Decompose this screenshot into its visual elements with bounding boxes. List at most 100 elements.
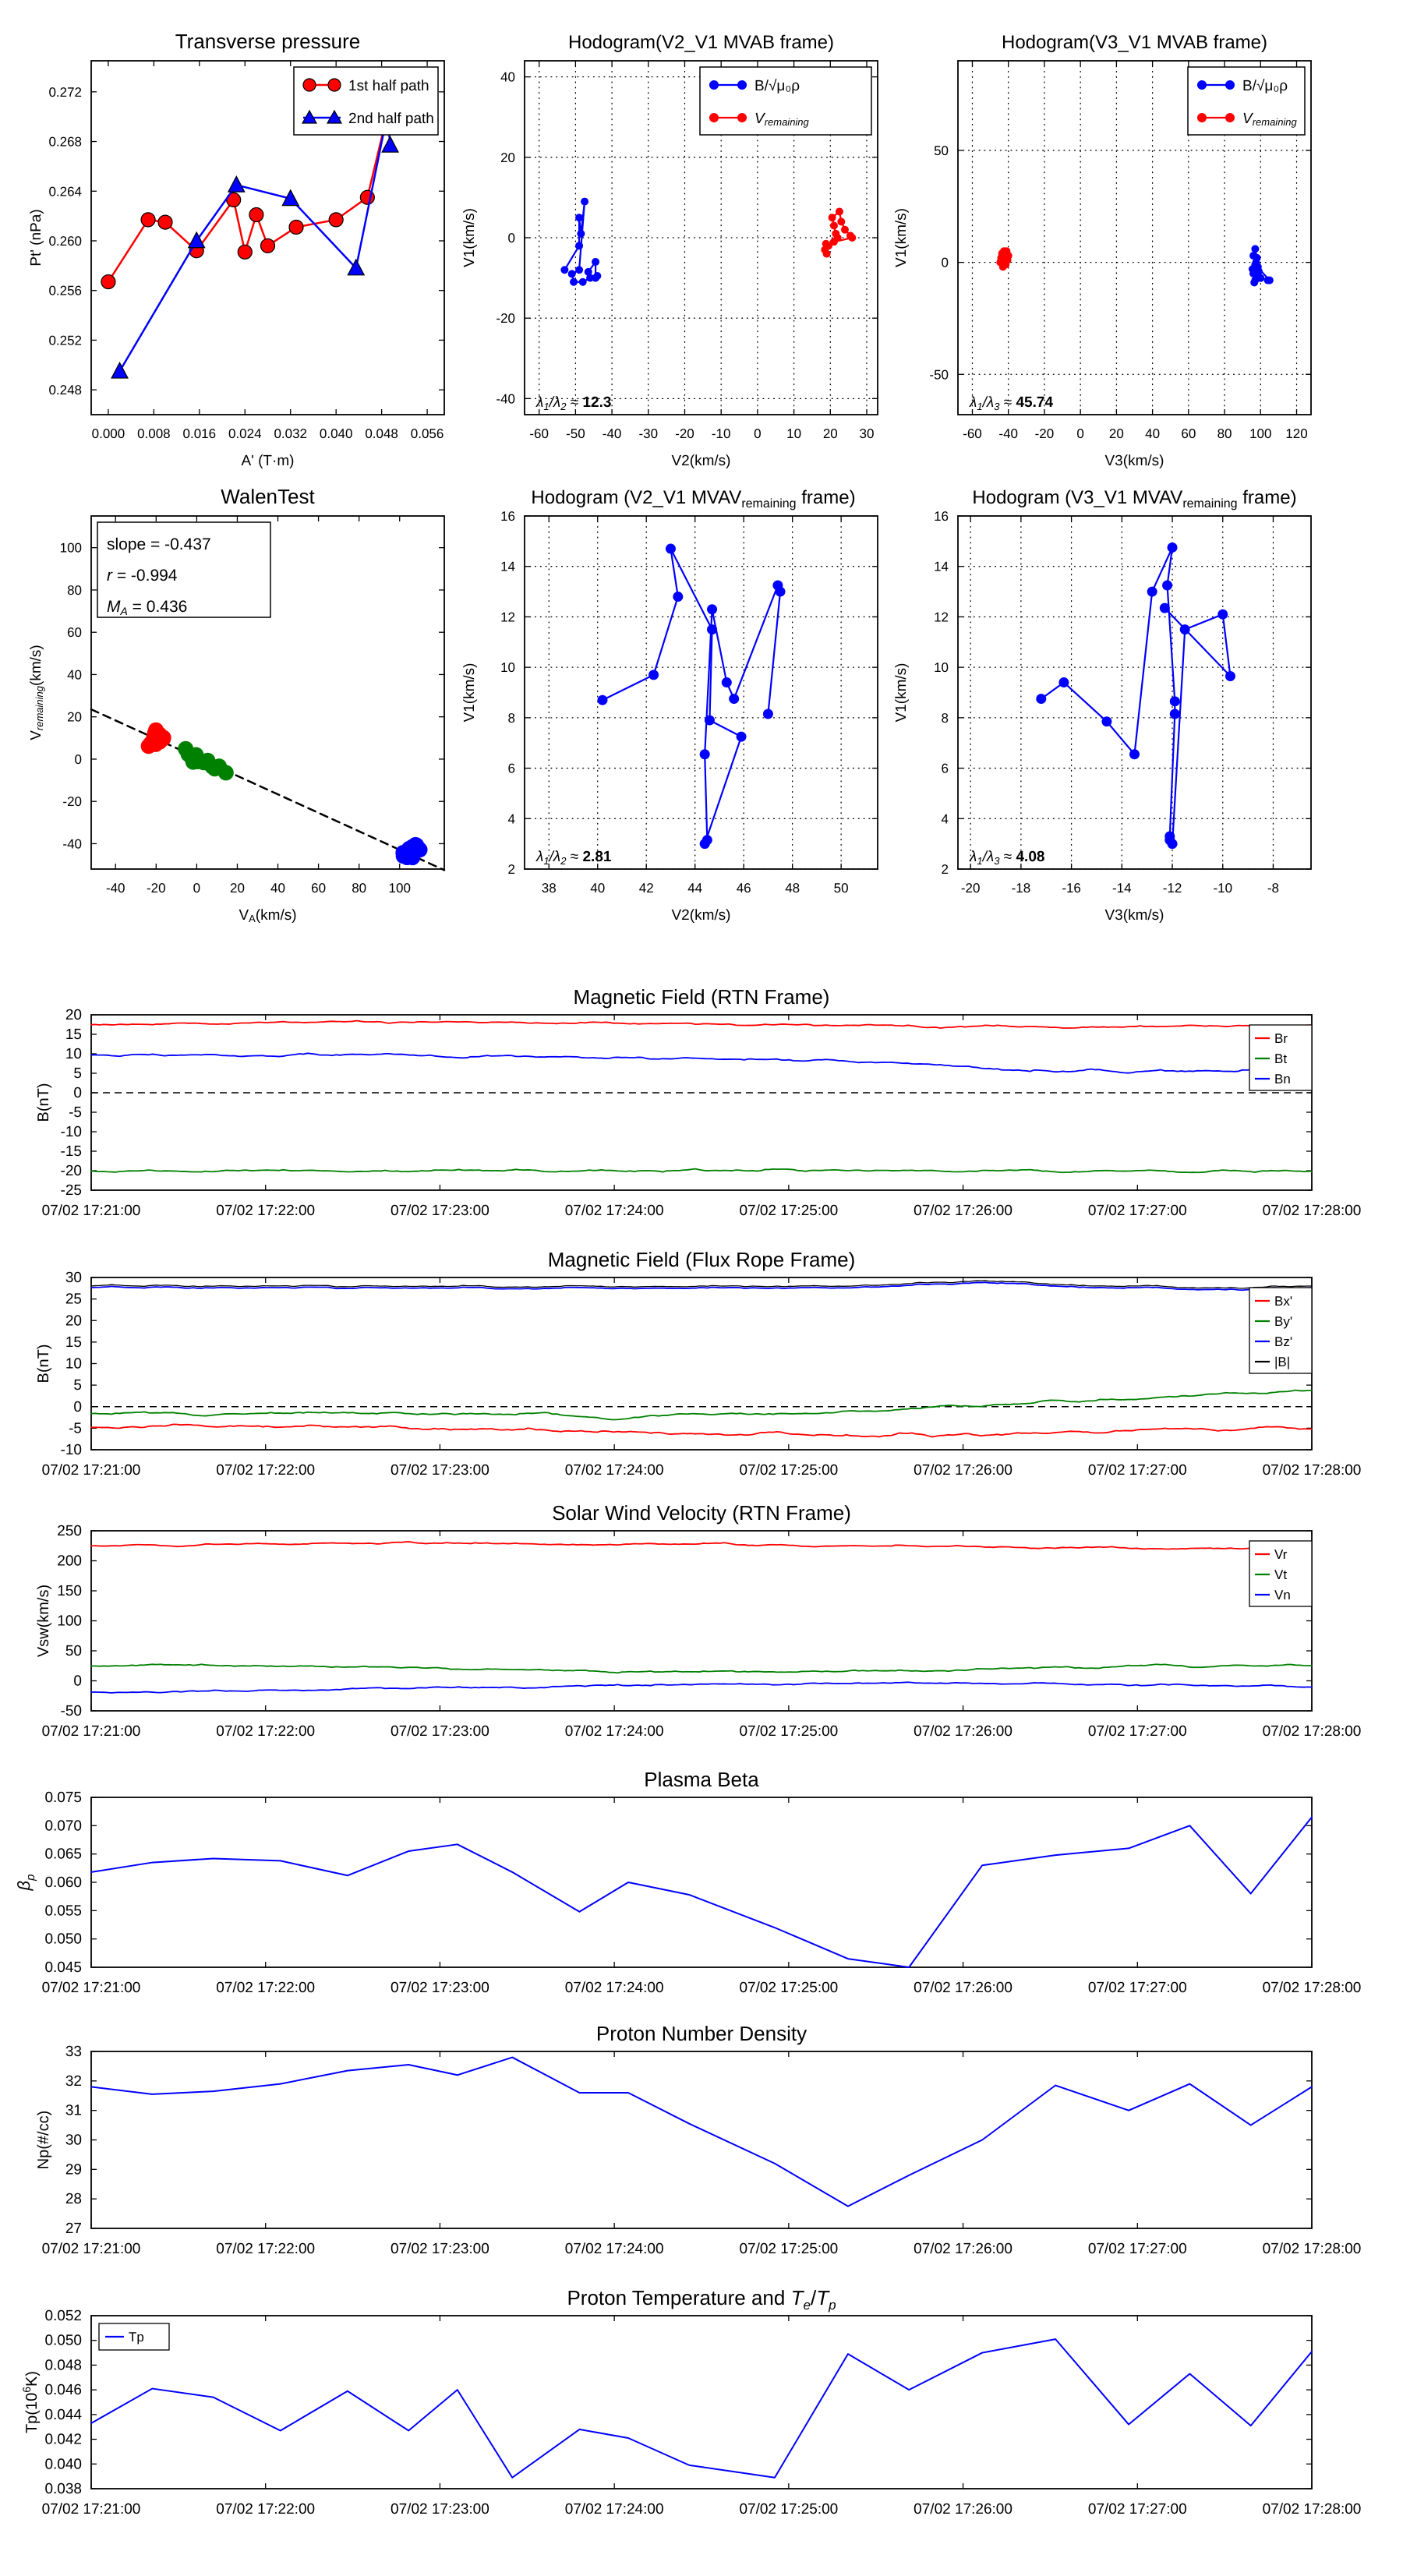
svg-text:-20: -20 <box>61 1163 82 1179</box>
svg-text:By': By' <box>1274 1314 1292 1329</box>
svg-text:07/02 17:23:00: 07/02 17:23:00 <box>391 1980 489 1996</box>
svg-text:MA = 0.436: MA = 0.436 <box>107 598 187 617</box>
svg-text:07/02 17:27:00: 07/02 17:27:00 <box>1088 1203 1187 1219</box>
svg-text:0: 0 <box>508 231 515 246</box>
svg-text:100: 100 <box>57 1613 82 1630</box>
svg-text:Transverse pressure: Transverse pressure <box>175 30 360 53</box>
svg-text:B(nT): B(nT) <box>35 1345 52 1383</box>
svg-text:A' (T·m): A' (T·m) <box>242 453 295 469</box>
svg-text:10: 10 <box>65 1046 82 1062</box>
svg-text:λ1/λ3 ≈ 45.74: λ1/λ3 ≈ 45.74 <box>969 394 1053 412</box>
svg-text:07/02 17:27:00: 07/02 17:27:00 <box>1088 1462 1187 1479</box>
svg-text:-16: -16 <box>1062 881 1081 896</box>
svg-text:-40: -40 <box>106 881 125 896</box>
svg-text:0.065: 0.065 <box>44 1846 82 1863</box>
svg-text:07/02 17:25:00: 07/02 17:25:00 <box>739 1723 838 1740</box>
svg-text:-30: -30 <box>638 426 658 441</box>
svg-text:-20: -20 <box>62 794 82 809</box>
svg-text:07/02 17:28:00: 07/02 17:28:00 <box>1263 2241 1362 2257</box>
svg-text:15: 15 <box>65 1334 82 1351</box>
svg-text:0.075: 0.075 <box>44 1790 82 1806</box>
svg-text:-50: -50 <box>566 426 585 441</box>
svg-text:-20: -20 <box>1035 426 1055 441</box>
svg-text:80: 80 <box>1217 426 1232 441</box>
svg-text:20: 20 <box>823 426 838 441</box>
svg-text:0: 0 <box>942 256 949 270</box>
svg-text:07/02 17:25:00: 07/02 17:25:00 <box>739 2241 838 2257</box>
svg-text:07/02 17:21:00: 07/02 17:21:00 <box>42 2241 141 2257</box>
svg-text:07/02 17:25:00: 07/02 17:25:00 <box>739 1980 838 1996</box>
svg-text:120: 120 <box>1285 426 1307 441</box>
svg-text:07/02 17:22:00: 07/02 17:22:00 <box>216 1203 315 1219</box>
svg-text:0.264: 0.264 <box>48 184 82 199</box>
svg-text:Vt: Vt <box>1274 1567 1287 1582</box>
svg-text:V2(km/s): V2(km/s) <box>672 907 731 924</box>
svg-text:07/02 17:23:00: 07/02 17:23:00 <box>391 1203 489 1219</box>
svg-text:07/02 17:24:00: 07/02 17:24:00 <box>565 2241 664 2257</box>
svg-text:-20: -20 <box>496 311 515 326</box>
svg-text:33: 33 <box>65 2044 82 2060</box>
svg-text:44: 44 <box>687 881 702 896</box>
svg-text:29: 29 <box>65 2161 82 2178</box>
svg-text:07/02 17:24:00: 07/02 17:24:00 <box>565 1980 664 1996</box>
svg-text:-50: -50 <box>61 1703 82 1719</box>
svg-text:07/02 17:26:00: 07/02 17:26:00 <box>914 2241 1012 2257</box>
svg-text:Magnetic Field (Flux Rope Fram: Magnetic Field (Flux Rope Frame) <box>548 1248 855 1271</box>
svg-text:Tp(106K): Tp(106K) <box>20 2371 41 2433</box>
svg-text:07/02 17:28:00: 07/02 17:28:00 <box>1263 2501 1362 2518</box>
svg-text:07/02 17:27:00: 07/02 17:27:00 <box>1088 2241 1187 2257</box>
svg-text:07/02 17:23:00: 07/02 17:23:00 <box>391 1723 489 1740</box>
svg-text:0.008: 0.008 <box>137 426 171 441</box>
svg-text:14: 14 <box>500 560 515 574</box>
svg-text:0.044: 0.044 <box>44 2407 82 2423</box>
svg-text:07/02 17:25:00: 07/02 17:25:00 <box>739 2501 838 2518</box>
svg-text:8: 8 <box>942 711 949 726</box>
svg-text:0.060: 0.060 <box>44 1875 82 1891</box>
svg-text:V3(km/s): V3(km/s) <box>1105 453 1164 469</box>
svg-text:10: 10 <box>500 660 515 675</box>
svg-text:V1(km/s): V1(km/s) <box>461 663 478 723</box>
svg-text:4: 4 <box>942 811 949 826</box>
svg-text:r = -0.994: r = -0.994 <box>107 567 178 585</box>
svg-text:8: 8 <box>508 711 515 726</box>
svg-text:1st half path: 1st half path <box>348 78 429 94</box>
svg-text:-5: -5 <box>69 1420 82 1436</box>
svg-text:-5: -5 <box>69 1104 82 1121</box>
svg-text:VA(km/s): VA(km/s) <box>239 907 296 924</box>
svg-text:0: 0 <box>754 426 761 441</box>
svg-text:0.055: 0.055 <box>44 1903 82 1919</box>
svg-text:46: 46 <box>737 881 751 896</box>
svg-text:-20: -20 <box>147 881 166 896</box>
svg-text:10: 10 <box>65 1356 82 1373</box>
svg-text:40: 40 <box>270 881 285 896</box>
svg-text:40: 40 <box>500 70 515 85</box>
svg-text:0.252: 0.252 <box>48 333 82 348</box>
svg-text:0.256: 0.256 <box>48 284 82 299</box>
svg-text:250: 250 <box>57 1523 82 1539</box>
svg-text:Solar Wind Velocity (RTN Frame: Solar Wind Velocity (RTN Frame) <box>552 1501 851 1525</box>
svg-text:20: 20 <box>65 1007 82 1023</box>
svg-text:07/02 17:24:00: 07/02 17:24:00 <box>565 1462 664 1479</box>
svg-text:07/02 17:24:00: 07/02 17:24:00 <box>565 1203 664 1219</box>
svg-text:-12: -12 <box>1163 881 1182 896</box>
svg-text:07/02 17:25:00: 07/02 17:25:00 <box>739 1203 838 1219</box>
svg-text:Bn: Bn <box>1274 1072 1291 1087</box>
svg-text:07/02 17:27:00: 07/02 17:27:00 <box>1088 1723 1187 1740</box>
svg-text:0: 0 <box>73 1085 82 1101</box>
svg-text:slope = -0.437: slope = -0.437 <box>107 535 211 553</box>
svg-text:20: 20 <box>500 150 515 165</box>
svg-text:6: 6 <box>942 761 949 776</box>
svg-text:2: 2 <box>942 862 949 877</box>
svg-text:60: 60 <box>1181 426 1196 441</box>
svg-text:0.052: 0.052 <box>44 2308 82 2324</box>
svg-text:80: 80 <box>352 881 366 896</box>
svg-text:200: 200 <box>57 1553 82 1570</box>
svg-text:-40: -40 <box>62 836 82 851</box>
svg-text:40: 40 <box>1145 426 1160 441</box>
svg-text:40: 40 <box>590 881 605 896</box>
svg-text:Proton Temperature and Te/Tp: Proton Temperature and Te/Tp <box>567 2286 836 2313</box>
svg-text:-10: -10 <box>712 426 731 441</box>
svg-text:λ1/λ2 ≈ 12.3: λ1/λ2 ≈ 12.3 <box>535 394 611 412</box>
svg-text:12: 12 <box>500 610 515 624</box>
svg-text:0: 0 <box>193 881 200 896</box>
